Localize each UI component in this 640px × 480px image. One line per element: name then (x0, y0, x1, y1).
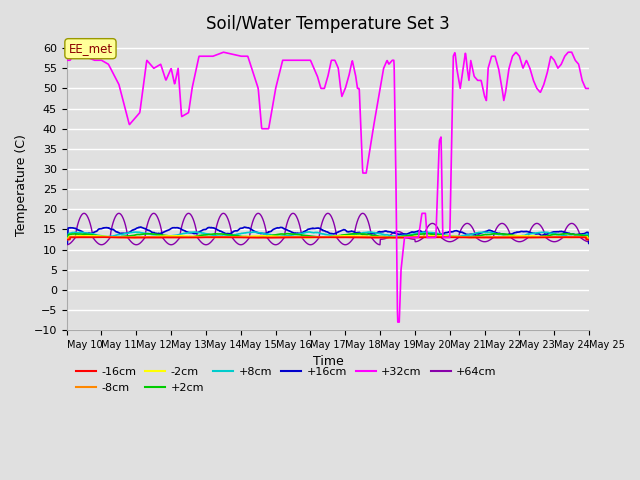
Legend: -16cm, -8cm, -2cm, +2cm, +8cm, +16cm, +32cm, +64cm: -16cm, -8cm, -2cm, +2cm, +8cm, +16cm, +3… (71, 363, 501, 397)
Text: EE_met: EE_met (68, 42, 113, 55)
Title: Soil/Water Temperature Set 3: Soil/Water Temperature Set 3 (206, 15, 450, 33)
Y-axis label: Temperature (C): Temperature (C) (15, 134, 28, 236)
X-axis label: Time: Time (312, 355, 343, 369)
